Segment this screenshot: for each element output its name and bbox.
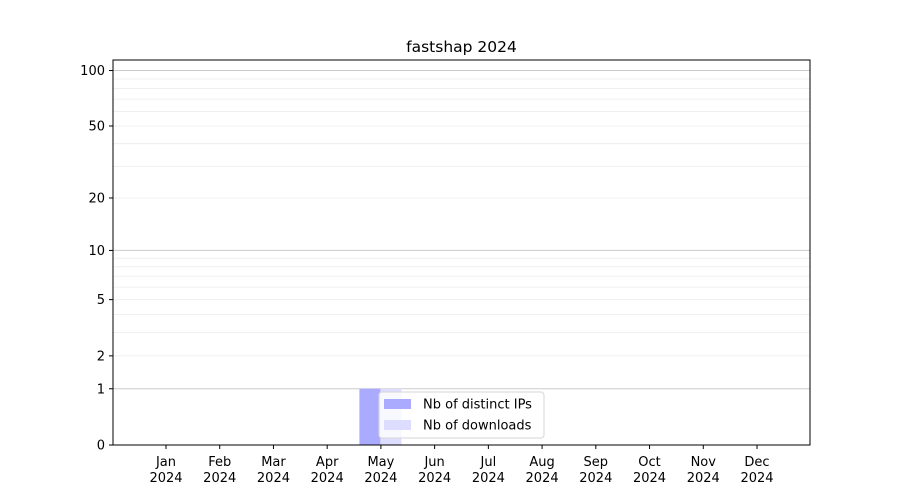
legend-box: [378, 391, 545, 439]
legend-label: Nb of downloads: [423, 419, 532, 434]
x-tick-label: Nov 2024: [687, 455, 720, 486]
axes-frame: [112, 59, 811, 446]
y-tick-label: 100: [80, 64, 105, 79]
x-tick-label: Feb 2024: [203, 455, 236, 486]
y-tick-label: 5: [97, 293, 105, 308]
legend-label: Nb of distinct IPs: [423, 398, 532, 413]
x-tick-label: Aug 2024: [526, 455, 559, 486]
y-tick-label: 20: [88, 191, 105, 206]
chart-title: fastshap 2024: [406, 38, 517, 56]
x-tick-label: Jan 2024: [149, 455, 182, 486]
x-tick-label: May 2024: [364, 455, 397, 486]
y-tick-label: 10: [88, 244, 105, 259]
legend-swatch: [384, 420, 411, 430]
x-tick-label: Apr 2024: [311, 455, 344, 486]
y-tick-label: 50: [88, 119, 105, 134]
y-tick-label: 0: [97, 439, 105, 454]
y-tick-label: 2: [97, 349, 105, 364]
x-tick-label: Dec 2024: [740, 455, 773, 486]
x-tick-label: Oct 2024: [633, 455, 666, 486]
bar-nb-of-distinct-ips-4: [359, 388, 381, 445]
x-tick-label: Jul 2024: [472, 455, 505, 486]
y-tick-label: 1: [97, 382, 105, 397]
x-tick-label: Sep 2024: [579, 455, 612, 486]
legend-swatch: [384, 399, 411, 409]
x-tick-label: Mar 2024: [257, 455, 290, 486]
x-tick-label: Jun 2024: [418, 455, 451, 486]
